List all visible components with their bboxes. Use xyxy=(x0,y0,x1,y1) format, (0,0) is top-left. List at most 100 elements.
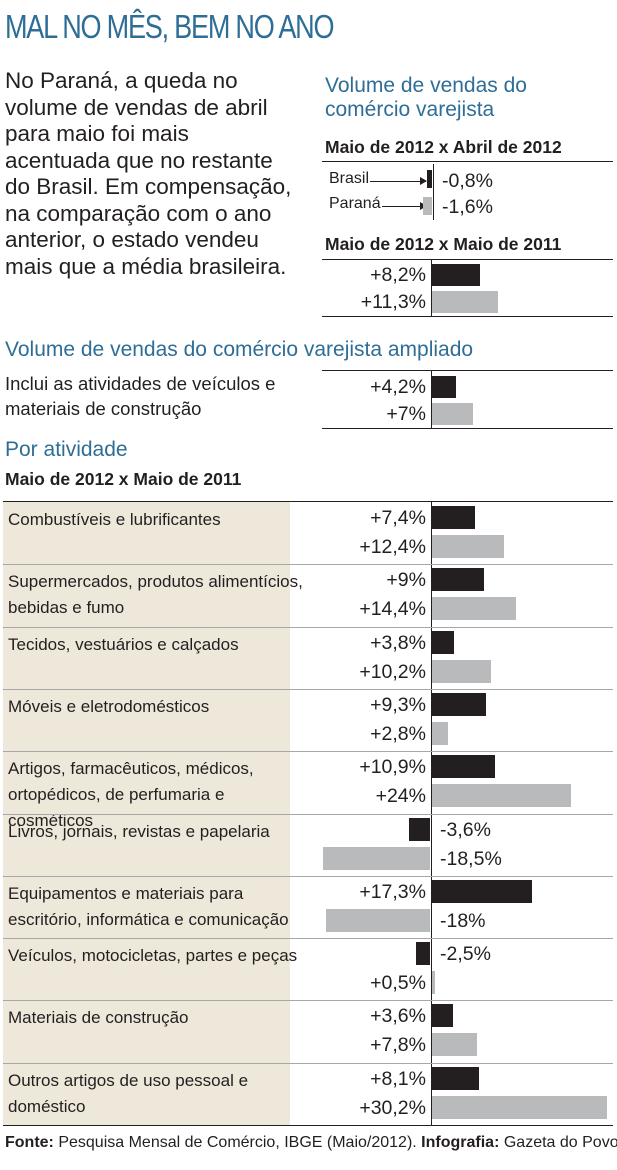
zero-axis xyxy=(431,371,432,428)
activity-bar-parana xyxy=(432,1033,478,1056)
year-value-brasil: +8,2% xyxy=(370,264,426,286)
activity-bar-parana xyxy=(432,784,572,807)
activity-value-brasil: +8,1% xyxy=(370,1068,426,1090)
activity-bar-parana xyxy=(432,1096,608,1119)
activity-value-parana: +24% xyxy=(375,785,426,807)
divider xyxy=(322,428,613,429)
source-text: Pesquisa Mensal de Comércio, IBGE (Maio/… xyxy=(58,1134,417,1151)
activity-value-parana: +14,4% xyxy=(359,598,426,620)
activity-bar-parana xyxy=(432,660,492,683)
activity-value-brasil: +9,3% xyxy=(370,694,426,716)
activity-label: Materiais de construção xyxy=(8,1008,189,1027)
ampliado-note: Inclui as atividades de veículos e mater… xyxy=(5,373,276,419)
activity-value-brasil: +3,6% xyxy=(370,1005,426,1027)
year-bar-parana xyxy=(432,291,498,313)
activity-label: Livros, jornais, revistas e papelaria xyxy=(8,822,270,841)
activity-label-panel xyxy=(3,502,290,1125)
parana-label: Paraná xyxy=(329,195,381,212)
activity-bar-parana xyxy=(322,847,430,870)
activity-value-parana: +12,4% xyxy=(359,536,426,558)
month-value-brasil: -0,8% xyxy=(442,170,493,192)
divider xyxy=(3,938,613,939)
activity-bar-brasil xyxy=(432,1004,453,1027)
zero-axis xyxy=(433,164,434,220)
activity-label: Combustíveis e lubrificantes xyxy=(8,510,221,529)
ampliado-title: Volume de vendas do comércio varejista a… xyxy=(5,338,474,361)
activity-value-brasil: -2,5% xyxy=(440,943,491,965)
credit-label: Infografia: xyxy=(421,1134,500,1151)
divider xyxy=(322,370,613,371)
divider xyxy=(3,1000,613,1001)
activity-label: Tecidos, vestuários e calçados xyxy=(8,635,239,654)
divider xyxy=(3,689,613,690)
divider xyxy=(3,564,613,565)
activity-bar-brasil xyxy=(409,818,430,841)
activity-value-parana: +10,2% xyxy=(359,661,426,683)
page-title: MAL NO MÊS, BEM NO ANO xyxy=(5,8,335,45)
year-comparison-heading: Maio de 2012 x Maio de 2011 xyxy=(325,234,562,254)
activity-bar-parana xyxy=(432,597,516,620)
divider xyxy=(322,161,613,162)
activity-subtitle: Maio de 2012 x Maio de 2011 xyxy=(5,469,242,489)
divider xyxy=(3,814,613,815)
month-comparison-heading: Maio de 2012 x Abril de 2012 xyxy=(325,137,562,157)
month-bar-parana xyxy=(422,197,432,215)
activity-bar-brasil xyxy=(432,755,496,778)
activity-value-parana: +7,8% xyxy=(370,1034,426,1056)
divider xyxy=(3,751,613,752)
ampliado-bar-brasil xyxy=(432,376,457,398)
activity-bar-parana xyxy=(325,909,430,932)
credit-text: Gazeta do Povo. xyxy=(503,1134,617,1151)
activity-label: Supermercados, produtos alimentícios, be… xyxy=(8,572,303,617)
activity-value-brasil: +17,3% xyxy=(359,881,426,903)
activity-bar-brasil xyxy=(432,568,485,591)
ampliado-value-parana: +7% xyxy=(386,403,426,425)
activity-value-parana: -18,5% xyxy=(440,848,502,870)
activity-value-brasil: +9% xyxy=(386,569,426,591)
activity-bar-brasil xyxy=(432,631,455,654)
activity-value-brasil: +7,4% xyxy=(370,507,426,529)
activity-value-brasil: +3,8% xyxy=(370,632,426,654)
activity-value-parana: +0,5% xyxy=(370,972,426,994)
source-label: Fonte: xyxy=(5,1134,54,1151)
intro-text: No Paraná, a queda no volume de vendas d… xyxy=(5,68,292,279)
year-bar-brasil xyxy=(432,264,480,286)
arrow-parana xyxy=(382,202,427,210)
activity-value-parana: +30,2% xyxy=(359,1097,426,1119)
activity-value-parana: -18% xyxy=(440,910,486,932)
activity-label: Outros artigos de uso pessoal e doméstic… xyxy=(8,1071,249,1116)
zero-axis xyxy=(431,260,432,316)
activity-label: Artigos, farmacêuticos, médicos, ortopéd… xyxy=(8,759,254,830)
ampliado-value-brasil: +4,2% xyxy=(370,376,426,398)
divider xyxy=(322,316,613,317)
year-value-parana: +11,3% xyxy=(360,291,426,313)
brasil-label: Brasil xyxy=(329,170,370,187)
activity-value-brasil: -3,6% xyxy=(440,819,491,841)
activity-bar-parana xyxy=(432,971,435,994)
divider xyxy=(3,501,613,502)
activity-bar-brasil xyxy=(415,942,430,965)
activity-value-brasil: +10,9% xyxy=(359,756,426,778)
activity-label: Móveis e eletrodomésticos xyxy=(8,697,210,716)
divider xyxy=(3,1063,613,1064)
activity-bar-brasil xyxy=(432,880,533,903)
footer: Fonte: Pesquisa Mensal de Comércio, IBGE… xyxy=(5,1134,617,1152)
activity-bar-parana xyxy=(432,535,504,558)
divider xyxy=(3,1125,613,1126)
activity-label: Equipamentos e materiais para escritório… xyxy=(8,884,289,929)
divider xyxy=(3,627,613,628)
ampliado-bar-parana xyxy=(432,403,473,425)
volume-chart-title: Volume de vendas do comércio varejista xyxy=(325,74,527,121)
activity-bar-parana xyxy=(432,722,449,745)
activity-section-title: Por atividade xyxy=(5,438,128,461)
month-bar-brasil xyxy=(427,170,432,188)
activity-bar-brasil xyxy=(432,506,475,529)
activity-label: Veículos, motocicletas, partes e peças xyxy=(8,946,298,965)
divider xyxy=(322,259,613,260)
activity-bar-brasil xyxy=(432,1067,479,1090)
divider xyxy=(3,876,613,877)
zero-axis xyxy=(431,502,432,1125)
activity-value-parana: +2,8% xyxy=(370,723,426,745)
activity-bar-brasil xyxy=(432,693,486,716)
arrow-brasil xyxy=(370,177,427,185)
